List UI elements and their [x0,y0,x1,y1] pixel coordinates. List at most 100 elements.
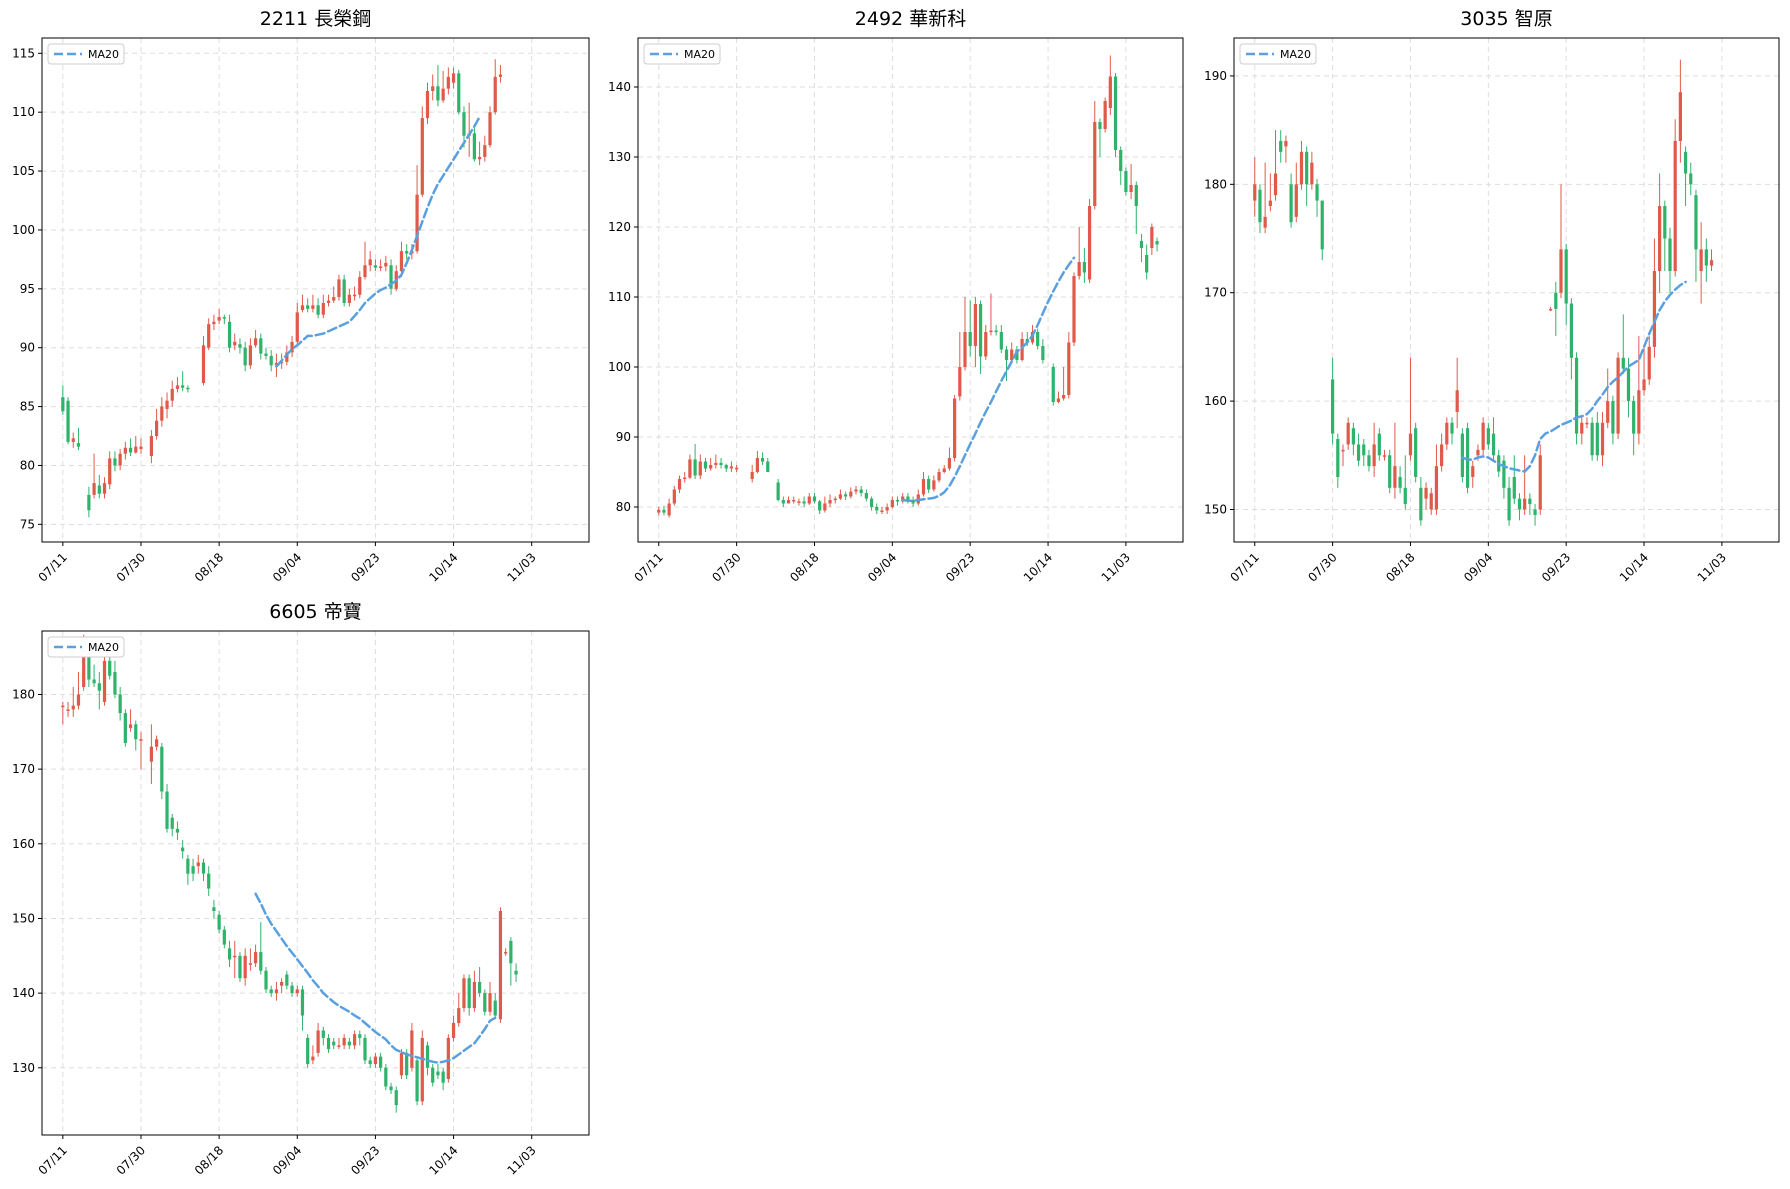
candle-body [828,500,832,504]
candle-body [431,86,435,91]
candle [326,294,331,307]
candle-body [1336,439,1340,477]
candle-body [285,974,289,986]
candle-body [932,480,936,490]
candle [290,981,294,997]
candle-body [504,952,508,954]
candle [1632,395,1636,456]
candle [71,687,75,717]
candle [1284,135,1288,163]
chart-title: 2211 長榮鋼 [260,8,371,30]
candle [1580,417,1584,445]
candle-body [1351,428,1355,445]
candle [657,507,661,516]
candle-body [118,453,122,466]
candle-body [66,400,70,442]
y-tick-label: 150 [1204,502,1227,516]
y-tick-label: 150 [12,911,35,925]
candle [394,265,398,292]
y-tick-label: 140 [608,80,631,94]
candle-body [76,694,81,706]
candle [989,293,993,336]
candle-body [1502,460,1506,488]
candle [306,1034,310,1068]
candle [714,454,718,469]
candle-body [1471,466,1475,477]
candle [672,486,676,506]
candle-body [186,387,190,390]
candle-body [662,509,666,513]
candle-body [227,321,232,348]
candle [1419,476,1423,526]
candle [1320,200,1324,261]
candle [1559,184,1563,299]
candle [113,451,117,472]
candle-body [201,862,206,874]
candle [901,493,905,504]
candle [1678,59,1682,163]
candle [498,907,503,1023]
candle [1507,476,1511,526]
candle [201,335,206,386]
candle-body [347,1041,351,1046]
candle [321,1026,325,1046]
candle [921,472,926,497]
candle-body [71,705,75,710]
candle-body [139,739,143,741]
candle-body [175,385,180,389]
candle [999,325,1003,353]
candle [1491,417,1496,461]
candle [347,1037,351,1050]
candle [498,65,503,83]
candle-body [1077,262,1081,276]
legend-label: MA20 [88,48,119,61]
candle-body [1595,422,1599,456]
candle [1367,449,1371,472]
candle-body [807,496,811,504]
candle-body [389,1086,393,1091]
x-tick-label: 10/14 [426,1143,460,1177]
x-tick-label: 07/30 [114,550,148,584]
candle-body [149,436,154,457]
candle-body [958,367,962,397]
candle [61,701,65,725]
candle [1673,119,1677,277]
candle [222,314,226,325]
candle-body [1393,466,1397,488]
candle [415,1056,419,1106]
candle [118,448,122,471]
candle-body [1699,249,1703,272]
candle [1103,97,1107,133]
candle [321,294,325,319]
candle-body [363,265,367,278]
candle-body [358,1034,362,1038]
candle-body [688,459,692,478]
candle [71,432,75,448]
candle [1668,227,1672,293]
ma20-line [901,256,1076,502]
candle-body [259,338,263,354]
candle [1253,157,1257,217]
candle-body [729,466,734,469]
y-tick-label: 75 [20,517,35,531]
candle [186,855,190,885]
legend-box [1239,43,1317,65]
candle-body [280,361,284,364]
plot-frame [41,37,590,543]
candle [280,978,284,994]
candle-body [1015,349,1019,360]
candle-body [854,489,858,492]
candle [677,475,682,493]
candle-body [493,1000,497,1016]
candle [457,69,461,115]
candle-body [102,660,107,702]
y-tick-label: 180 [12,687,35,701]
gridlines [638,38,1183,542]
candle [311,1045,315,1065]
candle [295,302,299,346]
candle [885,503,889,514]
candle-body [1538,455,1542,510]
x-tick-label: 08/18 [192,550,226,584]
candle [87,486,91,518]
candle [1621,314,1625,374]
